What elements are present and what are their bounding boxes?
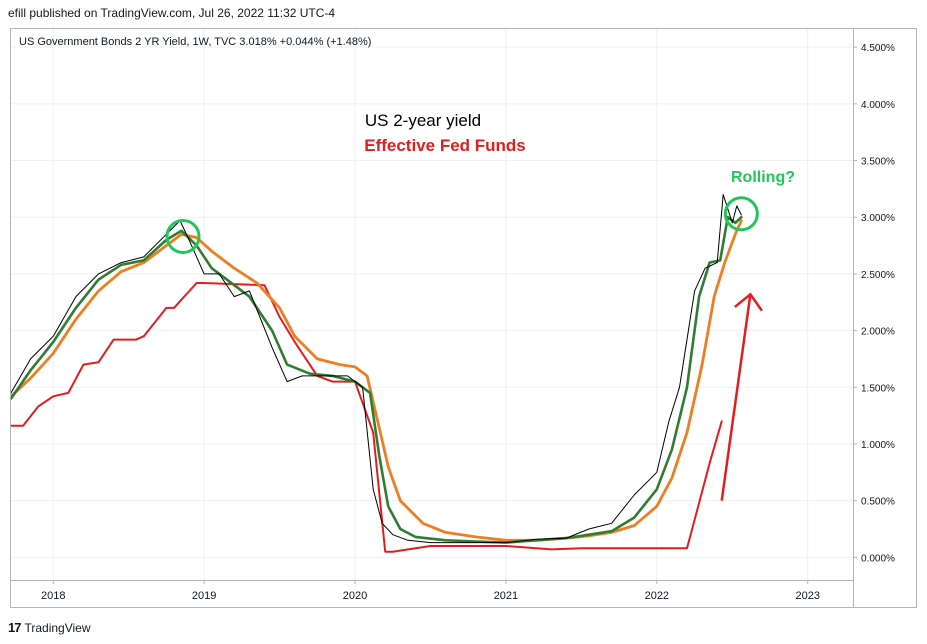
x-tick-label: 2019 [192, 590, 216, 602]
y-tick-label: 2.000% [861, 327, 895, 338]
annotation-layer [165, 196, 763, 501]
y-tick-label: 3.500% [861, 157, 895, 168]
peak-2018-circle [165, 218, 201, 254]
chart-subtitle: Effective Fed Funds [364, 136, 526, 155]
y-tick-label: 4.000% [861, 100, 895, 111]
x-tick-label: 2022 [645, 590, 669, 602]
x-tick-label: 2023 [795, 590, 819, 602]
x-tick-label: 2021 [494, 590, 518, 602]
tradingview-footer[interactable]: 17 TradingView [8, 620, 91, 635]
rising-arrow-shaft [720, 294, 752, 501]
x-tick-label: 2020 [343, 590, 367, 602]
y-tick-label: 3.000% [861, 213, 895, 224]
yield-line[interactable] [11, 194, 742, 544]
time-axis-separator [11, 580, 853, 581]
price-axis-separator [853, 29, 854, 607]
y-tick-label: 0.000% [861, 553, 895, 564]
y-tick-label: 1.000% [861, 440, 895, 451]
x-tick-label: 2018 [41, 590, 65, 602]
axis-layer: 0.000% 0.500% 1.000% 1.500% 2.000% 2.500% 3.00… [41, 43, 895, 602]
chart-frame: 0.000% 0.500% 1.000% 1.500% 2.000% 2.500% 3.00… [10, 28, 917, 608]
y-tick-label: 2.500% [861, 270, 895, 281]
yield-chart: 0.000% 0.500% 1.000% 1.500% 2.000% 2.500% 3.00… [11, 29, 895, 607]
grid-layer [11, 29, 853, 580]
tradingview-brand: TradingView [24, 620, 91, 635]
peak-2022-circle [723, 196, 759, 232]
fed-funds-line[interactable] [11, 282, 723, 553]
y-tick-label: 1.500% [861, 383, 895, 394]
y-tick-label: 4.500% [861, 43, 895, 54]
tradingview-logo-icon: 17 [8, 620, 22, 635]
rising-arrow-head [734, 292, 763, 312]
slow-ma-line[interactable] [11, 219, 743, 542]
fast-ma-line[interactable] [11, 215, 743, 544]
rolling-annotation: Rolling? [731, 169, 795, 186]
series-layer [11, 194, 743, 553]
symbol-legend[interactable]: US Government Bonds 2 YR Yield, 1W, TVC … [19, 36, 371, 48]
y-tick-label: 0.500% [861, 497, 895, 508]
chart-title: US 2-year yield [365, 111, 481, 130]
publisher-header: efill published on TradingView.com, Jul … [8, 6, 336, 20]
